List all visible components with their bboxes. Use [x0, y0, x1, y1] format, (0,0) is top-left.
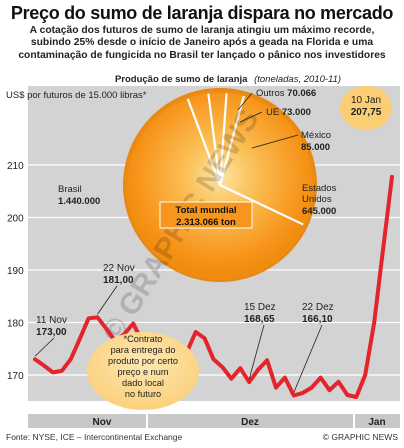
x-axis-bar	[28, 414, 400, 428]
source-text: Fonte: NYSE, ICE – Intercontinental Exch…	[6, 432, 183, 442]
annotation-date: 11 Nov	[36, 315, 67, 326]
footnote-background	[87, 332, 199, 410]
annotation-badge	[340, 86, 392, 130]
slice-divider	[207, 93, 222, 186]
slice-divider	[186, 98, 222, 186]
total-value: 2.313.066 ton	[176, 217, 236, 228]
slice-label: Outros 70.066	[256, 88, 316, 99]
y-axis-label: US$ por futuros de 15.000 libras*	[6, 90, 147, 101]
slice-label: Brasil	[58, 184, 82, 195]
annotation-value: 166,10	[302, 314, 333, 325]
pie-title: Produção de sumo de laranja (toneladas, …	[115, 74, 341, 85]
pie-title-text: Produção de sumo de laranja	[115, 74, 248, 85]
annotation-leader	[248, 324, 265, 380]
pie-unit: (toneladas, 2010-11)	[254, 74, 341, 85]
slice-divider	[219, 184, 304, 226]
slice-label: Estados	[302, 183, 337, 194]
y-tick-label: 180	[7, 319, 24, 330]
y-tick-label: 200	[7, 214, 24, 225]
production-pie	[123, 88, 317, 282]
annotation-leader	[34, 337, 55, 357]
annotation-value: 181,00	[103, 275, 134, 286]
leader-line	[251, 134, 299, 149]
annotation-date: 10 Jan	[351, 95, 381, 106]
x-tick-label: Jan	[368, 417, 385, 428]
total-box	[159, 201, 253, 229]
slice-divider	[218, 93, 228, 186]
footnote-line: *Contrato	[124, 334, 163, 344]
footnote-line: no futuro	[125, 389, 161, 399]
subtitle-line: A cotação dos futuros de sumo de laranja…	[29, 25, 375, 36]
annotation-date: 15 Dez	[244, 302, 276, 313]
slice-divider	[218, 95, 245, 186]
total-label: Total mundial	[175, 205, 236, 216]
leader-line	[239, 111, 263, 123]
slice-value: 645.000	[302, 206, 336, 217]
x-tick-label: Nov	[93, 417, 112, 428]
annotation-value: 173,00	[36, 327, 67, 338]
slice-label: México	[301, 130, 331, 141]
price-line	[33, 174, 394, 399]
page-title: Preço do sumo de laranja dispara no merc…	[10, 3, 394, 23]
slice-value: 85.000	[301, 142, 330, 153]
annotation-date: 22 Dez	[302, 302, 334, 313]
y-axis: 170 180 190 200 210	[7, 161, 24, 382]
slice-name: Outros	[256, 88, 287, 99]
y-tick-label: 170	[7, 371, 24, 382]
slice-label: UE 73.000	[266, 107, 311, 118]
footnote-line: produto por certo	[108, 356, 178, 366]
footnote-line: preço e num	[117, 367, 168, 377]
footnote-text: *Contrato para entrega do produto por cert…	[108, 334, 178, 399]
y-tick-label: 190	[7, 266, 24, 277]
subtitle-line: subindo 25% desde o início de Janeiro ap…	[30, 37, 374, 49]
footnote-line: para entrega do	[111, 345, 176, 355]
slice-value: 70.066	[287, 88, 316, 99]
annotation-leader	[97, 285, 118, 315]
annotation-value: 168,65	[244, 314, 275, 325]
annotation-date: 22 Nov	[103, 263, 135, 274]
leader-line	[237, 92, 253, 111]
footnote-bubble: *Contrato para entrega do produto por cert…	[87, 332, 199, 410]
slice-name: UE	[266, 107, 282, 118]
subtitle: A cotação dos futuros de sumo de laranja…	[4, 25, 400, 62]
subtitle-line: contaminação de fungicida no Brasil ter …	[18, 49, 386, 61]
slice-value: 1.440.000	[58, 196, 100, 207]
annotation-value: 207,75	[351, 107, 382, 118]
annotation-leader	[293, 324, 323, 393]
slice-label: Unidos	[302, 194, 332, 205]
footnote-line: dado local	[122, 378, 164, 388]
y-tick-label: 210	[7, 161, 24, 172]
credit-text: © GRAPHIC NEWS	[322, 432, 398, 442]
slice-value: 73.000	[282, 107, 311, 118]
x-tick-label: Dez	[241, 417, 259, 428]
